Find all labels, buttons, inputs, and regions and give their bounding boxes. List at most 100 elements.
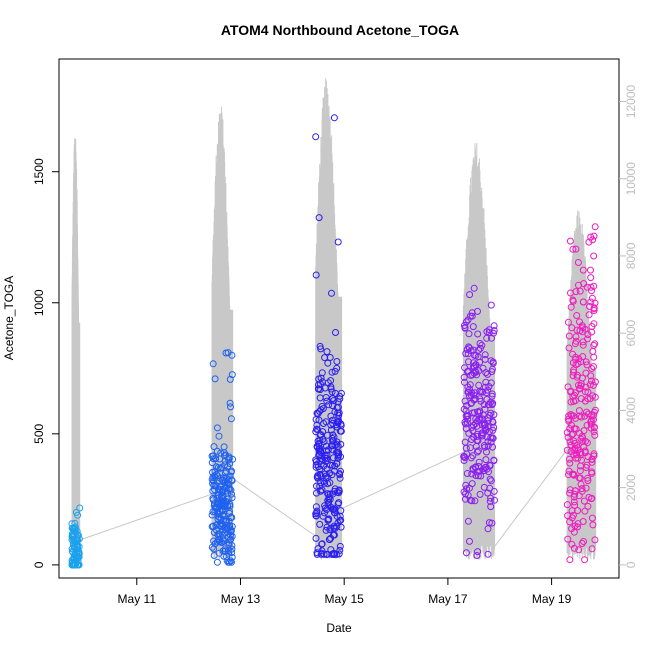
data-point	[470, 363, 478, 371]
data-point	[565, 471, 572, 479]
data-point	[565, 332, 573, 340]
data-point	[462, 420, 470, 428]
data-point	[579, 518, 587, 525]
data-point	[567, 398, 575, 406]
data-points	[68, 114, 599, 569]
data-point	[315, 416, 323, 424]
data-point	[460, 405, 468, 413]
data-point	[491, 496, 498, 504]
data-point	[327, 377, 335, 385]
data-point	[336, 471, 344, 479]
data-point	[466, 291, 474, 299]
data-point	[216, 485, 224, 493]
data-point	[576, 384, 584, 392]
data-point	[210, 529, 218, 536]
x-tick-label: May 13	[221, 592, 261, 606]
data-point	[215, 494, 223, 501]
data-point	[224, 463, 232, 471]
data-point	[70, 536, 78, 544]
data-point	[462, 549, 470, 557]
data-point	[576, 429, 584, 437]
data-point	[468, 480, 476, 488]
data-point	[472, 361, 480, 369]
data-point	[228, 476, 236, 484]
data-point	[460, 488, 468, 496]
data-point	[211, 503, 219, 511]
data-point	[485, 383, 493, 390]
data-point	[474, 548, 482, 556]
data-point	[574, 454, 582, 462]
data-point	[330, 467, 338, 475]
data-point	[461, 438, 469, 446]
data-point	[490, 411, 498, 419]
data-point	[464, 367, 472, 375]
data-point	[225, 522, 233, 530]
data-point	[333, 364, 341, 372]
data-point	[485, 326, 493, 334]
data-point	[214, 464, 222, 472]
data-point	[485, 329, 493, 336]
y2-tick-label: 6000	[624, 320, 638, 347]
data-point	[228, 545, 236, 553]
data-point	[221, 452, 229, 460]
data-point	[225, 456, 233, 464]
data-point	[566, 459, 574, 467]
data-point	[334, 418, 342, 426]
data-point	[211, 486, 218, 494]
data-point	[579, 266, 587, 274]
data-point	[585, 410, 592, 418]
data-point	[578, 374, 586, 382]
data-point	[582, 383, 590, 391]
data-point	[589, 521, 597, 529]
data-point	[312, 456, 320, 464]
data-point	[474, 447, 482, 455]
data-point	[572, 356, 579, 363]
data-point	[572, 337, 580, 345]
data-point	[582, 369, 590, 377]
data-point	[330, 550, 338, 558]
y2-tick-label: 0	[624, 561, 638, 568]
data-point	[209, 360, 217, 368]
data-point	[571, 447, 579, 454]
data-point	[334, 500, 342, 508]
data-point	[329, 437, 336, 445]
data-point	[473, 448, 481, 456]
data-point	[583, 439, 591, 447]
data-point	[583, 361, 591, 369]
data-point	[578, 540, 586, 547]
data-point	[487, 477, 495, 485]
data-point	[210, 472, 218, 480]
data-point	[211, 375, 219, 383]
data-point	[566, 425, 574, 433]
data-point	[484, 489, 492, 497]
y-tick-label: 1500	[32, 158, 46, 185]
data-point	[576, 467, 584, 475]
data-point	[74, 511, 82, 519]
data-point	[466, 385, 473, 393]
data-point	[572, 333, 580, 341]
data-point	[575, 546, 583, 554]
data-point	[564, 535, 572, 543]
data-point	[474, 330, 482, 338]
data-point	[461, 322, 468, 329]
data-point	[327, 412, 335, 420]
data-point	[464, 517, 472, 525]
data-point	[478, 432, 486, 440]
data-point	[476, 467, 484, 475]
data-point	[334, 238, 342, 246]
data-point	[211, 540, 219, 548]
data-point	[468, 497, 476, 505]
data-point	[323, 348, 331, 356]
data-point	[226, 485, 234, 493]
data-point	[330, 433, 338, 441]
data-point	[489, 426, 497, 434]
data-point	[312, 271, 320, 279]
data-point	[571, 440, 579, 447]
data-point	[574, 259, 582, 266]
data-point	[567, 303, 575, 311]
data-point	[323, 397, 331, 405]
data-point	[210, 552, 218, 559]
data-point	[334, 398, 342, 406]
data-point	[322, 526, 330, 534]
data-point	[323, 451, 331, 459]
